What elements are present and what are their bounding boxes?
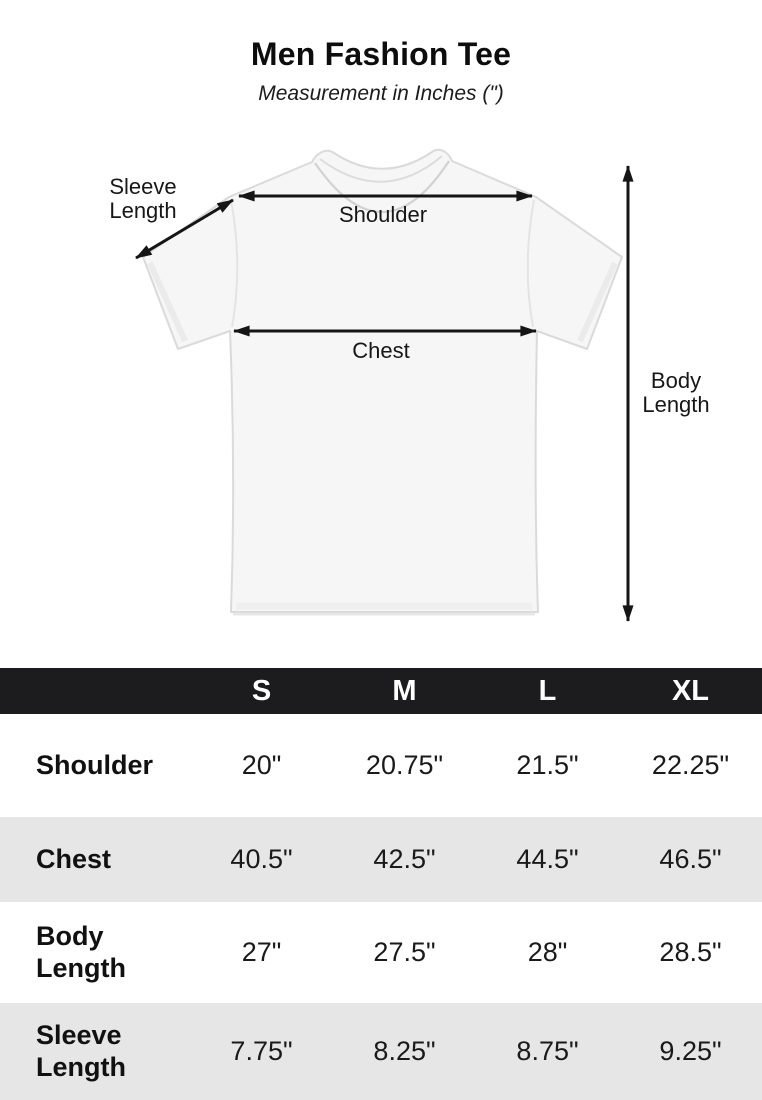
sleeve-length-value-xl: 9.25" [659, 1036, 722, 1066]
sleeve-length-label-line2: Length [109, 198, 176, 223]
table-row-shoulder: Shoulder 20" 20.75" 21.5" 22.25" [0, 714, 762, 817]
sleeve-length-value-m: 8.25" [373, 1036, 436, 1066]
body-length-label-line1: Body [651, 368, 701, 393]
size-chart-table: S M L XL Shoulder 20" 20.75" 21.5" 22.25… [0, 668, 762, 1100]
size-column-s: S [190, 668, 333, 714]
page-title: Men Fashion Tee [250, 36, 512, 72]
body-length-label-line2: Length [642, 392, 709, 417]
size-column-l: L [476, 668, 619, 714]
chest-value-xl: 46.5" [659, 844, 722, 874]
row-label-chest: Chest [36, 843, 112, 874]
chest-value-m: 42.5" [373, 844, 436, 874]
size-column-xl: XL [619, 668, 762, 714]
size-table-header-row: S M L XL [0, 668, 762, 714]
chest-value-l: 44.5" [516, 844, 579, 874]
collar-front-edge [314, 160, 450, 213]
shoulder-value-l: 21.5" [516, 750, 579, 780]
table-row-chest: Chest 40.5" 42.5" 44.5" 46.5" [0, 817, 762, 902]
sleeve-length-label-line1: Sleeve [109, 174, 176, 199]
row-label-sleeve-length: Sleeve Length [36, 1019, 126, 1082]
collar-band-line [319, 155, 443, 183]
shoulder-label: Shoulder [339, 202, 427, 227]
table-row-body-length: Body Length 27" 27.5" 28" 28.5" [0, 902, 762, 1003]
sleeve-length-value-l: 8.75" [516, 1036, 579, 1066]
body-length-value-xl: 28.5" [659, 937, 722, 967]
page-subtitle: Measurement in Inches (") [258, 82, 504, 105]
tshirt-silhouette [142, 148, 623, 613]
row-label-shoulder: Shoulder [36, 749, 154, 780]
body-length-value-m: 27.5" [373, 937, 436, 967]
shoulder-value-m: 20.75" [365, 750, 444, 780]
left-sleeve-hem-shadow [147, 261, 188, 343]
body-length-value-l: 28" [527, 937, 568, 967]
right-sleeve-hem-shadow [577, 261, 618, 343]
table-row-sleeve-length: Sleeve Length 7.75" 8.25" 8.75" 9.25" [0, 1003, 762, 1100]
chest-value-s: 40.5" [230, 844, 293, 874]
shoulder-value-s: 20" [241, 750, 282, 780]
tshirt-illustration [142, 148, 623, 616]
size-column-m: M [333, 668, 476, 714]
body-length-value-s: 27" [241, 937, 282, 967]
shoulder-value-xl: 22.25" [651, 750, 730, 780]
tshirt-measurement-diagram: Sleeve Length Shoulder Chest Body Length [109, 148, 710, 622]
right-armhole-seam [526, 199, 535, 328]
row-label-body-length: Body Length [36, 920, 126, 983]
chest-label: Chest [352, 338, 409, 363]
sleeve-length-arrow [135, 198, 234, 260]
measurement-arrows [135, 165, 634, 622]
sleeve-length-value-s: 7.75" [230, 1036, 293, 1066]
corner-cell [0, 668, 190, 714]
